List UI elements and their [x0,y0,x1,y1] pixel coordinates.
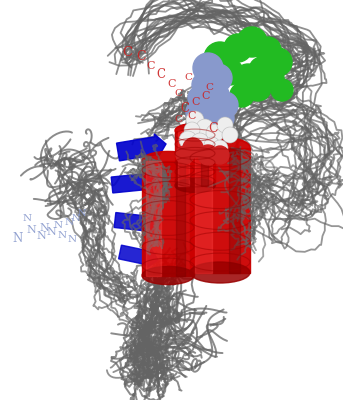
Ellipse shape [142,151,194,170]
Bar [201,130,208,186]
Text: N: N [23,214,32,222]
Circle shape [201,81,229,109]
FancyArrow shape [114,212,160,234]
Text: N: N [68,236,76,244]
Circle shape [196,119,214,137]
Text: N: N [12,232,22,244]
Text: C: C [157,68,166,80]
Text: C: C [185,74,193,82]
Circle shape [260,66,284,90]
Circle shape [204,137,220,153]
Circle shape [271,79,293,101]
Circle shape [245,75,271,101]
Text: C: C [122,46,132,58]
Circle shape [217,117,233,133]
Circle shape [234,64,262,92]
Circle shape [193,53,223,83]
Text: C: C [167,79,176,89]
Circle shape [212,92,238,118]
Circle shape [186,111,204,129]
Text: C: C [188,111,196,121]
Circle shape [183,138,203,158]
Circle shape [224,34,252,62]
Circle shape [211,146,229,164]
Text: C: C [208,122,217,134]
Text: N: N [64,218,73,226]
Bar [190,148,250,272]
Circle shape [204,64,232,92]
Circle shape [255,37,281,63]
Text: N: N [57,232,66,240]
Circle shape [184,122,200,138]
Circle shape [217,59,243,85]
Circle shape [212,140,228,156]
Circle shape [188,86,212,110]
Circle shape [264,48,292,76]
Circle shape [176,146,194,164]
Circle shape [191,133,209,151]
Text: N: N [78,210,86,218]
Bar [142,160,194,276]
Circle shape [186,100,210,124]
Text: C: C [202,91,210,101]
Bar [229,148,240,272]
Circle shape [222,127,238,143]
Bar [175,130,215,186]
Circle shape [210,106,234,130]
Circle shape [179,131,197,149]
Text: C: C [174,116,182,124]
Text: N: N [36,231,46,241]
Circle shape [249,57,275,83]
Text: C: C [174,90,182,98]
Bar [176,160,185,276]
Ellipse shape [190,262,250,283]
FancyArrow shape [119,245,158,268]
Text: C: C [136,50,145,62]
Ellipse shape [142,266,194,285]
Text: N: N [26,225,36,235]
Circle shape [206,124,224,142]
Text: N: N [40,223,49,233]
Circle shape [204,42,236,74]
Circle shape [237,27,267,57]
Bar [146,160,161,276]
Text: C: C [147,61,155,71]
Circle shape [198,145,218,165]
Ellipse shape [190,137,250,158]
Bar [195,148,212,272]
Circle shape [230,83,254,107]
Ellipse shape [175,124,215,138]
Ellipse shape [175,178,215,192]
FancyArrow shape [117,134,166,161]
Text: N: N [71,214,80,222]
Text: C: C [181,102,190,114]
Circle shape [192,72,218,98]
FancyArrow shape [111,170,162,193]
Text: C: C [205,84,213,92]
Bar [178,130,189,186]
Text: N: N [47,227,56,237]
Circle shape [197,95,223,121]
Text: N: N [54,222,63,230]
Text: C: C [191,97,200,107]
